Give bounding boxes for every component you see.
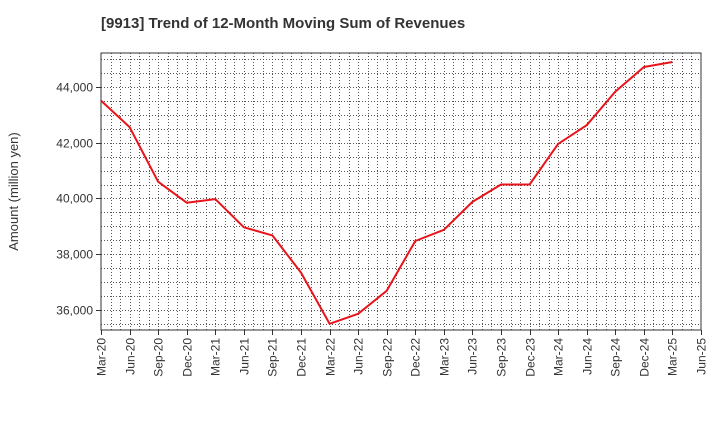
x-axis-ticks: Mar-20 Jun-20 Sep-20 Dec-20 Mar-21 Jun-21 Sep-… — [95, 330, 709, 377]
x-tick-label: Mar-21 — [209, 338, 223, 376]
chart-title: [9913] Trend of 12-Month Moving Sum of R… — [101, 15, 466, 32]
x-tick-label: Dec-22 — [409, 338, 423, 377]
x-tick-label: Jun-25 — [695, 338, 709, 375]
y-tick-label: 42,000 — [56, 137, 93, 151]
plot-area-frame — [100, 52, 702, 331]
x-tick-label: Sep-22 — [381, 338, 395, 377]
x-tick-label: Dec-23 — [524, 338, 538, 377]
x-tick-label: Sep-23 — [495, 338, 509, 377]
x-tick-label: Sep-24 — [609, 338, 623, 377]
x-tick-label: Dec-24 — [638, 338, 652, 377]
y-axis-ticks: 36,000 38,000 40,000 42,000 44,000 — [56, 81, 101, 318]
y-tick-label: 40,000 — [56, 192, 93, 206]
x-tick-label: Dec-20 — [181, 338, 195, 377]
series-layer — [100, 61, 673, 325]
x-tick-label: Sep-20 — [152, 338, 166, 377]
x-tick-label: Jun-23 — [466, 338, 480, 375]
x-tick-label: Mar-20 — [95, 338, 109, 376]
x-tick-label: Mar-24 — [552, 338, 566, 376]
x-tick-label: Jun-20 — [124, 338, 138, 375]
x-tick-label: Mar-23 — [438, 338, 452, 376]
y-tick-label: 38,000 — [56, 248, 93, 262]
y-tick-label: 44,000 — [56, 81, 93, 95]
x-tick-label: Mar-22 — [324, 338, 338, 376]
y-axis-title: Amount (million yen) — [6, 132, 21, 251]
y-tick-label: 36,000 — [56, 304, 93, 318]
x-tick-label: Jun-22 — [352, 338, 366, 375]
x-tick-label: Sep-21 — [266, 338, 280, 377]
x-tick-label: Jun-21 — [238, 338, 252, 375]
grid-layer — [101, 53, 701, 330]
x-tick-label: Dec-21 — [295, 338, 309, 377]
x-tick-label: Mar-25 — [666, 338, 680, 376]
x-tick-label: Jun-24 — [581, 338, 595, 375]
